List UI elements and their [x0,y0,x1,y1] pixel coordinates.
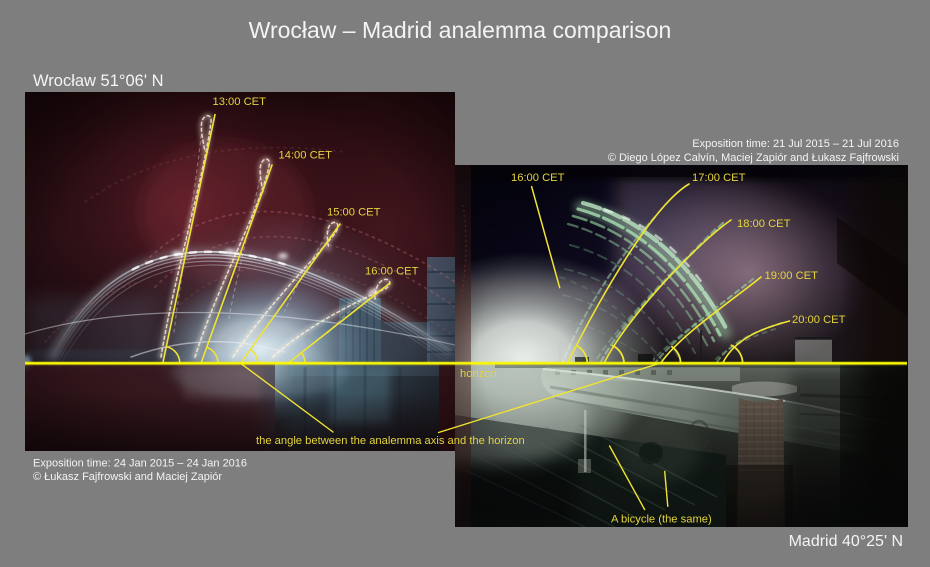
svg-text:© Łukasz Fajfrowski and Maciej: © Łukasz Fajfrowski and Maciej Zapiór [33,471,222,483]
svg-text:Exposition time: 24 Jan 2015 –: Exposition time: 24 Jan 2015 – 24 Jan 20… [33,458,247,470]
svg-text:16:00 CET: 16:00 CET [365,266,419,278]
svg-text:18:00 CET: 18:00 CET [737,218,791,230]
svg-text:Exposition time: 21 Jul 2015 –: Exposition time: 21 Jul 2015 – 21 Jul 20… [692,138,899,150]
svg-text:14:00 CET: 14:00 CET [279,150,333,162]
svg-text:16:00 CET: 16:00 CET [511,172,565,184]
svg-text:13:00 CET: 13:00 CET [213,96,267,108]
svg-text:Wrocław – Madrid analemma comp: Wrocław – Madrid analemma comparison [249,17,672,43]
svg-text:A bicycle (the same): A bicycle (the same) [611,514,712,526]
svg-text:19:00 CET: 19:00 CET [765,270,819,282]
svg-text:Wrocław 51°06' N: Wrocław 51°06' N [33,72,164,90]
svg-text:© Diego López Calvín, Maciej Z: © Diego López Calvín, Maciej Zapiór and … [608,152,899,164]
svg-text:Madrid 40°25' N: Madrid 40°25' N [789,533,903,550]
svg-text:17:00 CET: 17:00 CET [692,172,746,184]
svg-text:15:00 CET: 15:00 CET [327,207,381,219]
svg-text:20:00 CET: 20:00 CET [792,314,846,326]
svg-text:the angle between the analemma: the angle between the analemma axis and … [256,435,525,447]
svg-text:horizon: horizon [460,368,497,380]
